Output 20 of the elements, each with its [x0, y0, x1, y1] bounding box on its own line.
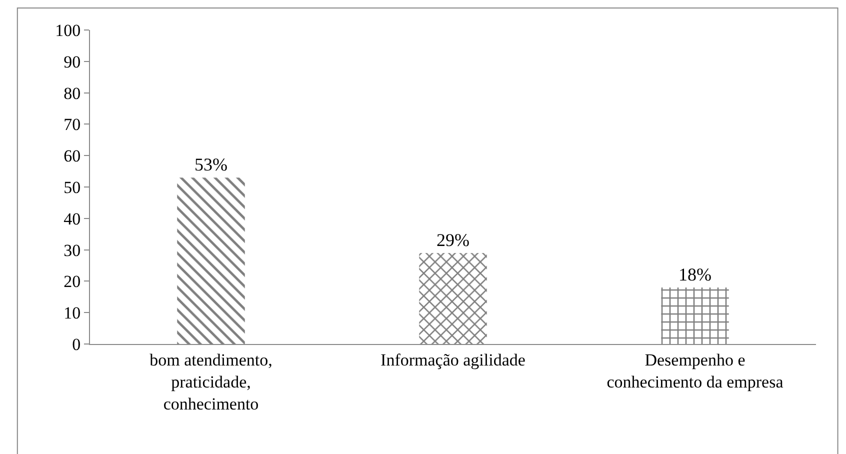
- y-tick-label: 20: [64, 272, 81, 292]
- data-label: 53%: [194, 154, 228, 175]
- data-label: 29%: [436, 230, 470, 250]
- y-tick-label: 80: [64, 84, 81, 103]
- y-tick-label: 10: [64, 304, 81, 323]
- y-tick-label: 100: [55, 20, 81, 40]
- y-tick-label: 70: [64, 115, 81, 134]
- y-tick-label: 60: [64, 146, 81, 166]
- y-tick-label: 50: [64, 178, 81, 197]
- bar: [419, 252, 487, 344]
- y-tick-label: 40: [64, 209, 81, 228]
- y-tick-label: 90: [64, 52, 81, 72]
- x-tick-label: Informação agilidade: [380, 350, 526, 370]
- bar: [177, 178, 245, 344]
- bar: [661, 287, 729, 344]
- x-tick-label: bom atendimento, praticidade, conhecimento: [150, 350, 272, 414]
- data-label: 18%: [678, 264, 712, 284]
- y-tick-label: 30: [64, 240, 81, 260]
- y-tick-label: 0: [72, 334, 81, 354]
- x-tick-label: Desempenho e conhecimento da empresa: [606, 350, 784, 392]
